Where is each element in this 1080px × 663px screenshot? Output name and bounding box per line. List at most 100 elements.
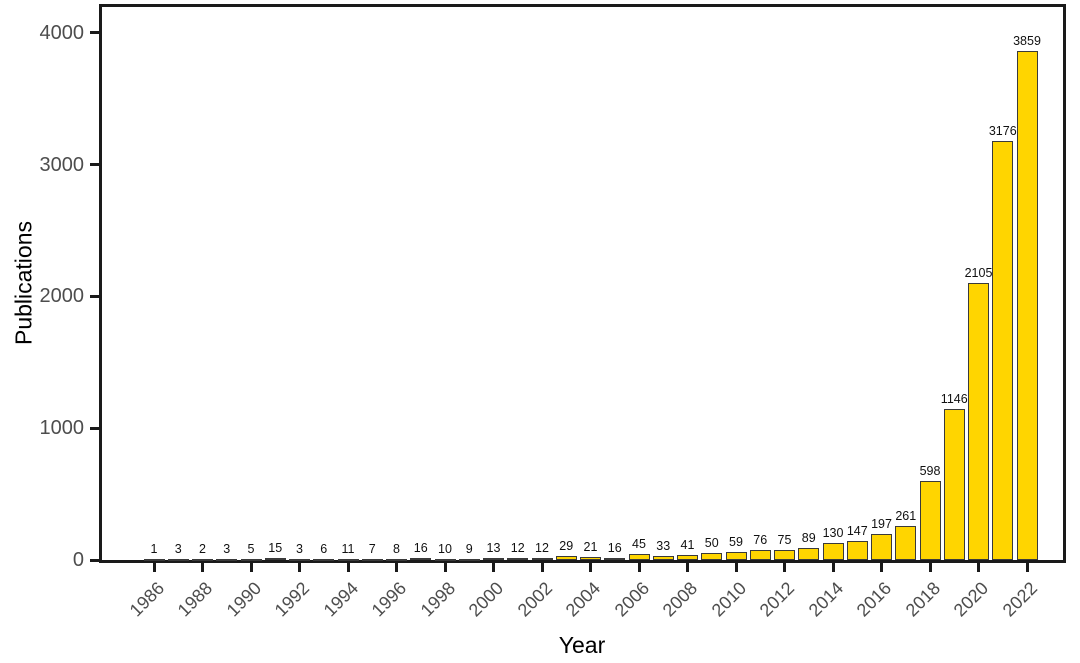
- x-tick-mark: [298, 563, 301, 572]
- x-tick-label: 1986: [125, 578, 169, 621]
- y-tick-mark: [90, 163, 99, 167]
- bar-1997: [410, 557, 432, 560]
- x-tick-label: 2014: [804, 578, 848, 621]
- x-tick-label: 2016: [853, 578, 896, 621]
- bar-value-label: 1: [150, 542, 158, 557]
- bar-2013: [798, 548, 820, 560]
- bar-value-label: 2105: [964, 265, 993, 280]
- bar-value-label: 197: [871, 517, 892, 532]
- bar-value-label: 3: [174, 542, 182, 557]
- x-tick-mark: [831, 563, 835, 572]
- x-tick-label: 2020: [950, 578, 993, 621]
- bar-2003: [555, 556, 577, 560]
- bar-2015: [846, 540, 868, 560]
- bar-1999: [458, 558, 480, 561]
- bar-value-label: 3: [223, 542, 231, 557]
- bar-2007: [652, 555, 674, 560]
- x-tick-mark: [395, 563, 398, 572]
- bar-value-label: 261: [895, 508, 917, 523]
- y-tick-mark: [90, 426, 99, 430]
- x-tick-label: 2004: [562, 578, 605, 621]
- bar-2021: [992, 141, 1014, 560]
- bar-1988: [192, 559, 213, 562]
- bar-1990: [240, 559, 262, 562]
- x-tick-mark: [880, 563, 883, 572]
- x-tick-label: 1988: [174, 578, 217, 621]
- bar-value-label: 59: [729, 535, 743, 550]
- bar-value-label: 130: [822, 525, 844, 540]
- x-tick-label: 2010: [707, 578, 751, 621]
- bar-1986: [143, 559, 165, 562]
- x-tick-label: 2018: [901, 578, 945, 621]
- x-tick-mark: [977, 563, 980, 572]
- bar-2010: [725, 552, 747, 560]
- bar-value-label: 11: [341, 541, 355, 556]
- bar-2009: [701, 553, 723, 560]
- x-tick-mark: [686, 563, 689, 572]
- bar-value-label: 75: [777, 533, 792, 548]
- y-tick-label: 0: [72, 549, 84, 571]
- x-tick-label: 1994: [319, 578, 363, 621]
- x-tick-label: 1992: [271, 578, 314, 621]
- bar-value-label: 7: [368, 542, 376, 557]
- x-tick-label: 2006: [610, 578, 654, 621]
- x-tick-mark: [443, 563, 447, 572]
- bar-value-label: 50: [704, 536, 719, 551]
- bar-value-label: 13: [486, 541, 501, 556]
- bar-2020: [968, 282, 989, 560]
- bar-value-label: 21: [583, 540, 598, 555]
- bar-1989: [216, 559, 238, 562]
- bar-value-label: 1146: [940, 391, 968, 406]
- x-tick-mark: [734, 563, 738, 572]
- y-tick-label: 4000: [39, 21, 85, 44]
- bar-2017: [895, 525, 917, 560]
- bar-value-label: 6: [320, 542, 328, 557]
- x-tick-mark: [637, 563, 641, 572]
- bar-value-label: 12: [535, 541, 549, 556]
- y-tick-label: 1000: [39, 417, 85, 440]
- x-tick-mark: [152, 563, 156, 572]
- bar-value-label: 5: [247, 542, 255, 557]
- bar-2016: [871, 534, 892, 560]
- bar-2018: [919, 481, 941, 560]
- x-tick-mark: [540, 563, 544, 572]
- bar-2005: [604, 557, 626, 560]
- y-tick-mark: [90, 558, 99, 562]
- x-tick-mark: [492, 563, 495, 572]
- bar-1994: [337, 558, 359, 561]
- bar-1992: [289, 559, 310, 562]
- bar-1987: [167, 559, 189, 562]
- bar-value-label: 10: [438, 541, 452, 556]
- bar-value-label: 147: [846, 523, 868, 538]
- bar-2019: [943, 408, 965, 560]
- y-tick-label: 2000: [39, 285, 85, 308]
- bar-2001: [507, 558, 529, 561]
- bar-value-label: 3: [296, 542, 303, 557]
- bar-value-label: 3176: [988, 124, 1017, 139]
- x-tick-mark: [249, 563, 253, 572]
- bar-2000: [483, 558, 504, 561]
- bar-value-label: 76: [753, 532, 768, 547]
- y-tick-mark: [90, 294, 99, 298]
- bar-value-label: 15: [268, 541, 283, 556]
- x-tick-label: 2022: [998, 578, 1042, 621]
- bar-value-label: 16: [607, 540, 622, 555]
- bar-value-label: 45: [632, 537, 646, 552]
- bar-1996: [386, 558, 407, 561]
- x-tick-label: 2008: [659, 578, 702, 621]
- bar-2022: [1016, 51, 1038, 560]
- x-axis-title: Year: [558, 632, 606, 658]
- bar-value-label: 9: [465, 541, 473, 556]
- bar-value-label: 8: [393, 541, 400, 556]
- bar-2004: [580, 557, 601, 560]
- x-tick-label: 1998: [416, 578, 460, 621]
- x-tick-label: 2002: [513, 578, 557, 621]
- y-tick-label: 3000: [39, 153, 85, 176]
- x-tick-mark: [201, 563, 204, 572]
- bar-value-label: 29: [559, 539, 574, 554]
- bar-value-label: 2: [199, 542, 206, 557]
- bar-value-label: 33: [656, 538, 671, 553]
- x-tick-label: 1996: [368, 578, 411, 621]
- plot-panel: [99, 4, 1066, 563]
- bar-value-label: 89: [801, 531, 816, 546]
